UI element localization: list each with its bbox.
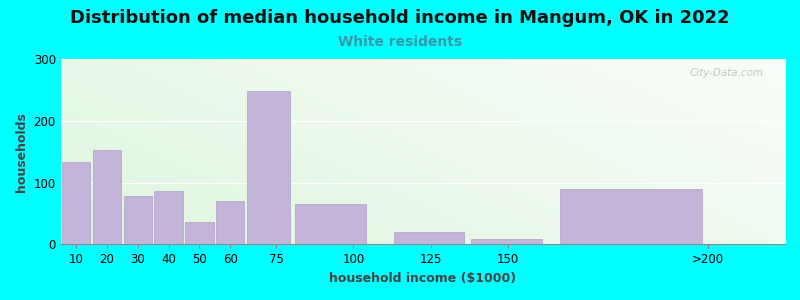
Bar xyxy=(62,162,90,244)
X-axis label: household income ($1000): household income ($1000) xyxy=(330,272,516,285)
Bar xyxy=(470,239,542,244)
Bar xyxy=(216,201,244,244)
Text: Distribution of median household income in Mangum, OK in 2022: Distribution of median household income … xyxy=(70,9,730,27)
Bar xyxy=(154,190,182,244)
Bar xyxy=(123,196,152,244)
Y-axis label: households: households xyxy=(15,112,28,192)
Bar xyxy=(560,189,702,244)
Text: City-Data.com: City-Data.com xyxy=(689,68,763,78)
Bar xyxy=(394,232,465,244)
Bar xyxy=(247,91,290,244)
Bar xyxy=(93,151,121,244)
Text: White residents: White residents xyxy=(338,34,462,49)
Bar xyxy=(295,204,366,244)
Bar xyxy=(185,221,214,244)
